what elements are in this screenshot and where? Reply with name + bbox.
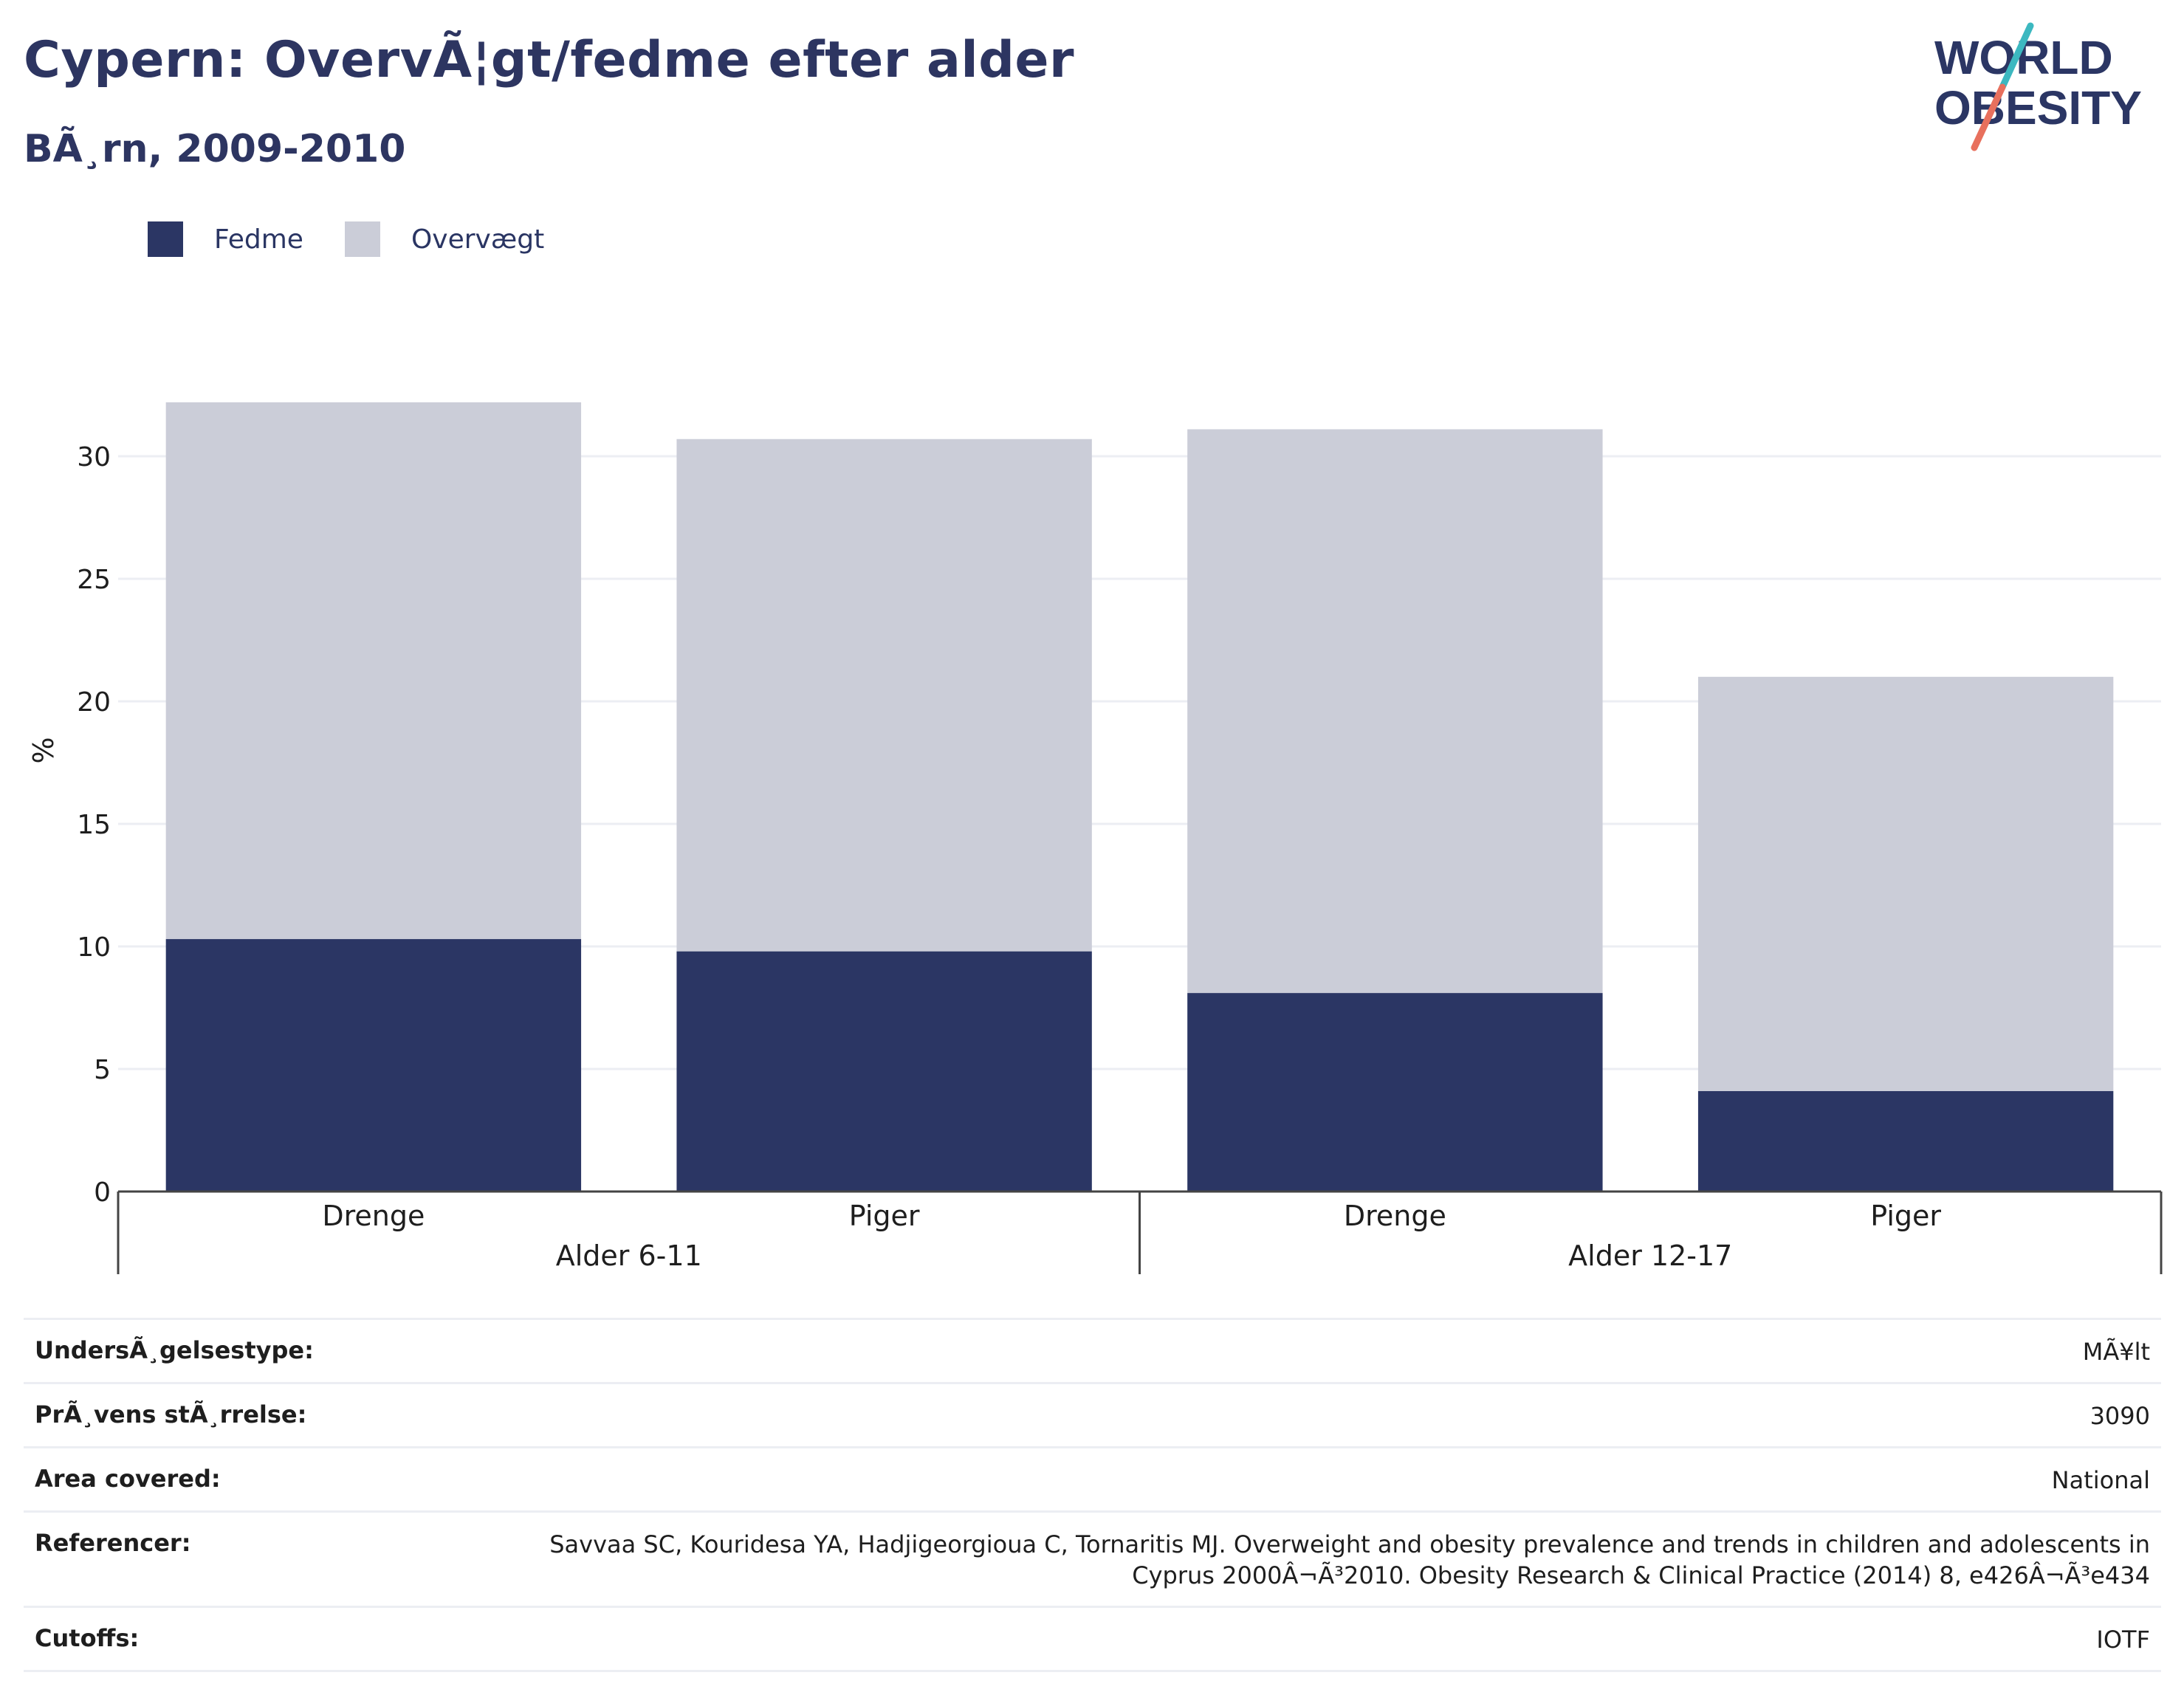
bar-overv-gt	[1187, 429, 1603, 994]
y-axis-label: %	[27, 737, 60, 763]
legend-item-fedme: Fedme	[148, 221, 303, 257]
world-obesity-logo: WORLD OBESITY	[1934, 22, 2142, 151]
info-label: Referencer:	[35, 1529, 191, 1557]
logo-line2: OBESITY	[1934, 81, 2142, 134]
y-tick-label: 30	[77, 442, 111, 472]
y-tick-label: 25	[77, 565, 111, 595]
bar-overv-gt	[676, 439, 1092, 952]
info-row: PrÃ¸vens stÃ¸rrelse: 3090	[24, 1384, 2161, 1448]
bar-fedme	[1187, 993, 1603, 1192]
legend-item-overvaegt: Overvægt	[344, 221, 545, 257]
bar-fedme	[165, 939, 582, 1192]
info-value: MÃ¥lt	[2082, 1338, 2150, 1366]
info-value: 3090	[2089, 1402, 2150, 1430]
info-row: Referencer: Savvaa SC, Kouridesa YA, Hadj…	[24, 1513, 2161, 1608]
y-tick-label: 10	[77, 932, 111, 963]
bar-overv-gt	[1697, 676, 2114, 1091]
legend-swatch-overvaegt	[344, 221, 380, 257]
info-label: Area covered:	[35, 1465, 221, 1493]
chart-legend: Fedme Overvægt	[148, 219, 586, 260]
info-value: National	[2051, 1466, 2150, 1494]
info-table: UndersÃ¸gelsestype: MÃ¥lt PrÃ¸vens stÃ¸rre…	[24, 1318, 2161, 1672]
bar-fedme	[676, 951, 1092, 1192]
y-tick-label: 5	[94, 1055, 111, 1085]
x-tick-label: Drenge	[1344, 1200, 1446, 1232]
y-tick-label: 15	[77, 810, 111, 840]
info-label: PrÃ¸vens stÃ¸rrelse:	[35, 1400, 307, 1428]
bar-fedme	[1697, 1090, 2114, 1192]
legend-label-fedme: Fedme	[214, 224, 303, 255]
x-tick-label: Piger	[1870, 1200, 1941, 1232]
y-tick-label: 20	[77, 687, 111, 718]
info-label: Cutoffs:	[35, 1624, 140, 1652]
info-row: UndersÃ¸gelsestype: MÃ¥lt	[24, 1320, 2161, 1384]
bar-overv-gt	[165, 402, 582, 940]
legend-label-overvaegt: Overvægt	[411, 224, 545, 255]
info-row: Cutoffs: IOTF	[24, 1608, 2161, 1672]
info-value: IOTF	[2096, 1626, 2150, 1654]
group-label: Alder 12-17	[1568, 1240, 1732, 1272]
chart-subtitle: BÃ¸rn, 2009-2010	[24, 127, 406, 171]
y-tick-label: 0	[94, 1177, 111, 1208]
logo-coral-stroke	[1971, 83, 2006, 151]
stacked-bar-chart: 0 5 10 15 20 25 30% Drenge Piger Drenge Piger Alder…	[27, 402, 2163, 1274]
info-label: UndersÃ¸gelsestype:	[35, 1336, 314, 1364]
info-value: Savvaa SC, Kouridesa YA, Hadjigeorgioua …	[549, 1530, 2150, 1589]
x-tick-label: Piger	[849, 1200, 920, 1232]
info-row: Area covered: National	[24, 1448, 2161, 1513]
x-tick-label: Drenge	[322, 1200, 425, 1232]
group-label: Alder 6-11	[556, 1240, 702, 1272]
logo-teal-stroke	[1999, 22, 2034, 91]
chart-title: Cypern: OvervÃ¦gt/fedme efter alder	[24, 31, 1075, 89]
legend-swatch-fedme	[148, 221, 183, 257]
